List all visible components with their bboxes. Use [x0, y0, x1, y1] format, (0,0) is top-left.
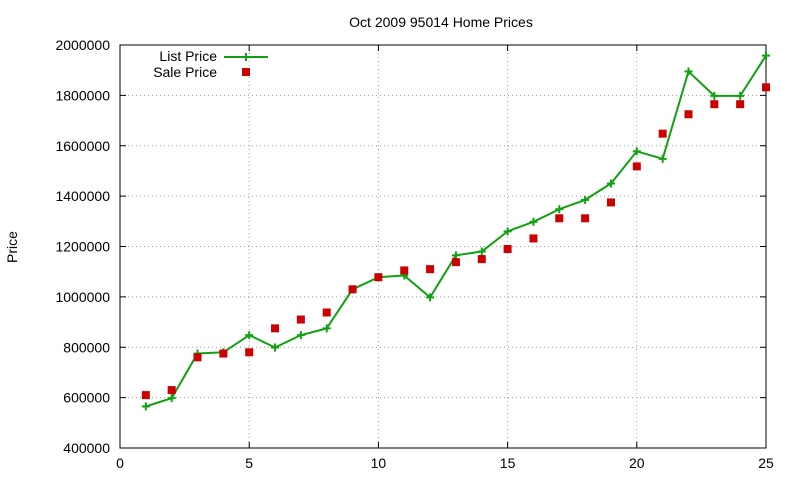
list-price-point — [658, 154, 667, 163]
list-price-point — [167, 394, 176, 403]
list-price-point — [141, 402, 150, 411]
list-price-point — [606, 179, 615, 188]
y-axis-label: Price — [4, 231, 20, 263]
list-price-point — [322, 324, 331, 333]
list-price-point — [271, 343, 280, 352]
list-price-point — [245, 331, 254, 340]
sale-price-point — [581, 214, 590, 223]
series-line-list-price — [145, 55, 767, 408]
x-tick-label: 5 — [245, 455, 253, 471]
list-price-point — [555, 205, 564, 214]
sale-price-point — [193, 353, 202, 362]
y-tick-label: 600000 — [63, 390, 110, 406]
y-tick-label: 800000 — [63, 339, 110, 355]
list-price-point — [426, 293, 435, 302]
sale-price-point — [322, 308, 331, 317]
sale-price-point — [477, 255, 486, 264]
legend-swatch-sale-price — [242, 68, 250, 76]
y-tick-label: 1200000 — [55, 239, 110, 255]
sale-price-point — [606, 198, 615, 207]
sale-price-point — [503, 245, 512, 254]
y-tick-label: 1800000 — [55, 87, 110, 103]
list-price-point — [710, 91, 719, 100]
y-tick-label: 400000 — [63, 440, 110, 456]
chart-title: Oct 2009 95014 Home Prices — [349, 14, 533, 30]
legend-label-sale-price: Sale Price — [153, 64, 217, 80]
sale-price-point — [451, 258, 460, 267]
sale-price-point — [245, 348, 254, 357]
list-price-point — [684, 67, 693, 76]
x-tick-label: 20 — [629, 455, 645, 471]
sale-price-point — [555, 214, 564, 223]
list-price-point — [581, 195, 590, 204]
list-price-point — [632, 147, 641, 156]
sale-price-point — [684, 110, 693, 119]
legend: List Price Sale Price — [153, 48, 268, 80]
list-price-point — [296, 331, 305, 340]
grid — [120, 45, 766, 448]
series-layer — [141, 51, 770, 411]
sale-price-point — [219, 349, 228, 358]
sale-price-point — [167, 386, 176, 395]
legend-marker-list-price — [242, 53, 250, 61]
x-tick-label: 0 — [116, 455, 124, 471]
y-tick-label: 1000000 — [55, 289, 110, 305]
sale-price-point — [632, 162, 641, 171]
sale-price-point — [400, 266, 409, 275]
list-price-point — [736, 91, 745, 100]
list-price-point — [762, 51, 770, 60]
x-tick-label: 10 — [371, 455, 387, 471]
sale-price-point — [426, 265, 435, 274]
sale-price-point — [710, 100, 719, 109]
list-price-point — [529, 217, 538, 226]
list-price-point — [451, 251, 460, 260]
y-tick-label: 1400000 — [55, 188, 110, 204]
y-tick-label: 2000000 — [55, 37, 110, 53]
sale-price-point — [736, 100, 745, 109]
legend-label-list-price: List Price — [159, 48, 217, 64]
y-tick-label: 1600000 — [55, 138, 110, 154]
list-price-point — [503, 227, 512, 236]
sale-price-point — [348, 285, 357, 294]
sale-price-point — [658, 129, 667, 138]
sale-price-point — [296, 315, 305, 324]
x-tick-label: 25 — [758, 455, 774, 471]
sale-price-point — [529, 234, 538, 243]
x-tick-label: 15 — [500, 455, 516, 471]
sale-price-point — [141, 391, 150, 400]
axis-ticks: 0 5 10 15 20 25 400000 600000 800000 1000000 12000… — [55, 37, 774, 471]
sale-price-point — [271, 324, 280, 333]
list-price-point — [477, 247, 486, 256]
sale-price-point — [374, 273, 383, 282]
sale-price-point — [762, 83, 770, 92]
